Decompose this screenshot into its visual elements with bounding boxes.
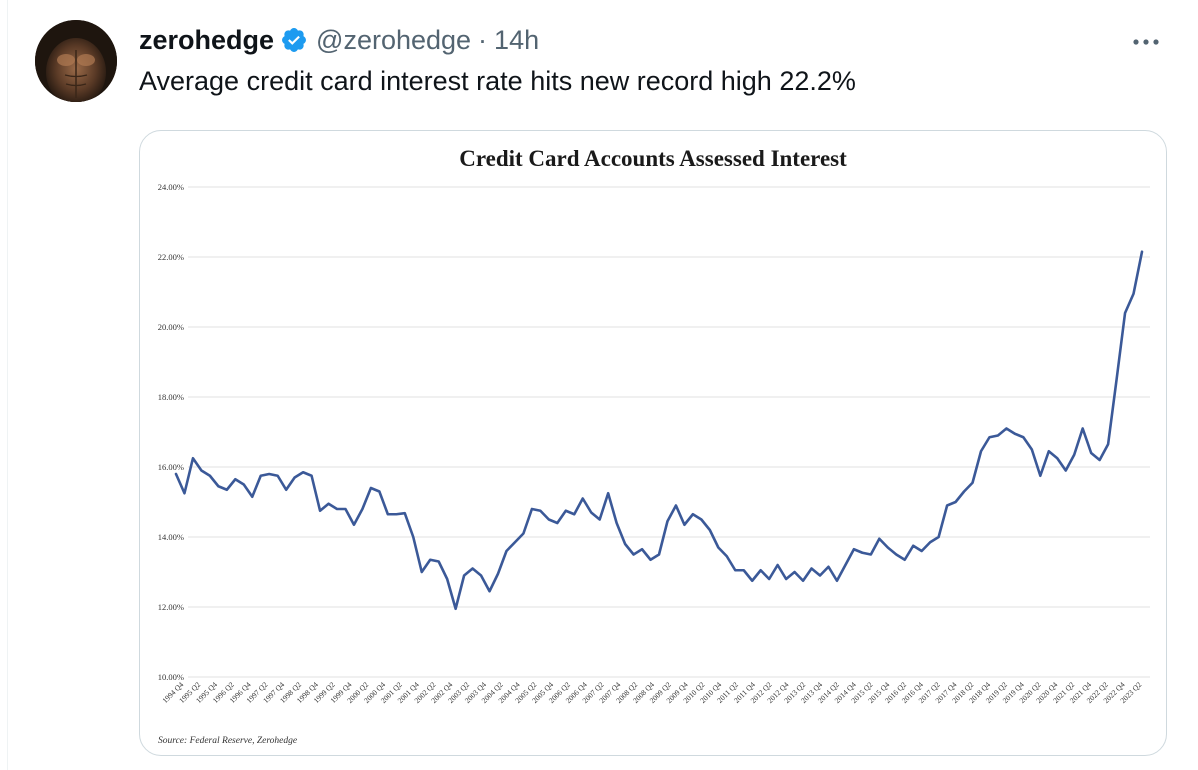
timeline-border xyxy=(7,0,8,770)
handle[interactable]: @zerohedge xyxy=(316,24,472,55)
more-horizontal-icon xyxy=(1133,39,1159,45)
y-tick-label: 22.00% xyxy=(158,252,184,262)
tweet-media[interactable]: Credit Card Accounts Assessed Interest 1… xyxy=(139,130,1167,756)
verified-badge-icon xyxy=(282,28,306,52)
y-tick-label: 14.00% xyxy=(158,532,184,542)
avatar-image xyxy=(35,20,117,102)
separator: · xyxy=(478,24,488,55)
chart-source: Source: Federal Reserve, Zerohedge xyxy=(158,736,297,746)
series-line xyxy=(174,250,1144,611)
chart-grid xyxy=(188,186,1150,678)
chart: Credit Card Accounts Assessed Interest 1… xyxy=(158,146,1150,746)
y-axis: 10.00% 12.00% 14.00% 16.00% 18.00% 20.00% 22.0… xyxy=(158,182,184,682)
avatar[interactable] xyxy=(35,20,117,102)
display-name[interactable]: zerohedge xyxy=(139,24,275,55)
more-options-button[interactable] xyxy=(1126,24,1166,60)
timestamp[interactable]: 14h xyxy=(494,24,540,55)
y-tick-label: 18.00% xyxy=(158,392,184,402)
tweet-header: zerohedge @zerohedge · 14h xyxy=(139,22,539,58)
y-tick-label: 10.00% xyxy=(158,672,184,682)
y-tick-label: 20.00% xyxy=(158,322,184,332)
y-tick-label: 24.00% xyxy=(158,182,184,192)
y-tick-label: 12.00% xyxy=(158,602,184,612)
tweet-text: Average credit card interest rate hits n… xyxy=(139,66,856,96)
chart-title: Credit Card Accounts Assessed Interest xyxy=(459,146,847,171)
y-tick-label: 16.00% xyxy=(158,462,184,472)
